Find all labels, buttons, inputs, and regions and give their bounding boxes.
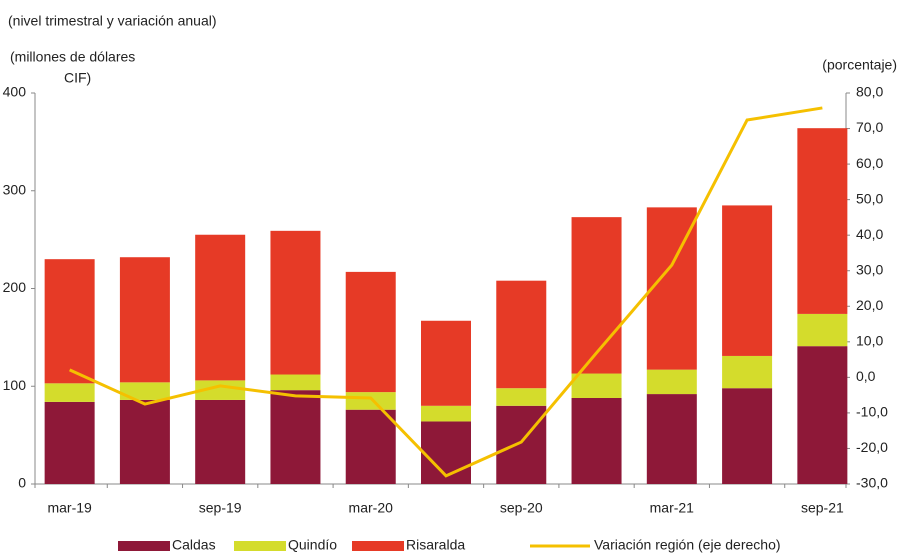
bar-segment	[797, 346, 848, 484]
bar-segment	[421, 421, 471, 484]
y2-tick-label: 0,0	[856, 368, 876, 384]
bar-segment	[119, 399, 170, 484]
bar-segment	[571, 217, 622, 374]
y2-tick-label: -10,0	[856, 404, 888, 420]
bar-segment	[797, 313, 848, 347]
bar-segment	[195, 380, 246, 400]
bar-segment	[345, 392, 396, 410]
bar-segment	[270, 230, 321, 375]
bar-segment	[195, 399, 246, 484]
bar-segment	[44, 383, 95, 402]
y-tick-label: 300	[3, 181, 27, 197]
legend-label: Variación región (eje derecho)	[594, 537, 781, 553]
bar-segment	[496, 280, 547, 389]
x-tick-label: mar-20	[349, 500, 394, 516]
y-axis-label: CIF)	[64, 70, 91, 86]
bar-segment	[496, 405, 547, 484]
y2-axis-label: (porcentaje)	[822, 57, 897, 73]
y2-tick-label: 10,0	[856, 333, 883, 349]
bar-segment	[421, 405, 471, 422]
bar-segment	[421, 320, 471, 406]
bar-segment	[119, 382, 170, 400]
bar-segment	[345, 409, 396, 484]
legend-label: Risaralda	[406, 537, 465, 553]
bar-segment	[571, 397, 622, 484]
legend-swatch	[352, 541, 404, 551]
bar-segment	[797, 128, 848, 314]
y2-tick-label: 40,0	[856, 226, 883, 242]
legend-label: Caldas	[172, 537, 216, 553]
y-tick-label: 200	[3, 279, 27, 295]
line-series	[69, 106, 823, 478]
y2-tick-label: -30,0	[856, 475, 888, 491]
x-tick-label: sep-19	[199, 500, 242, 516]
chart-subtitle: (nivel trimestral y variación anual)	[8, 13, 217, 29]
bar-segment	[646, 369, 697, 395]
x-tick-label: sep-21	[801, 500, 844, 516]
y-tick-label: 100	[3, 377, 27, 393]
legend-swatch	[118, 541, 170, 551]
bar-segment	[722, 355, 773, 389]
x-tick-label: sep-20	[500, 500, 543, 516]
bar-segment	[270, 390, 321, 484]
bar-segment	[270, 374, 321, 391]
x-tick-label: mar-19	[47, 500, 92, 516]
bar-segment	[722, 388, 773, 484]
y2-tick-label: 60,0	[856, 155, 883, 171]
bar-segment	[646, 394, 697, 484]
bar-segment	[722, 205, 773, 356]
bar-segment	[345, 271, 396, 393]
bar-segment	[571, 373, 622, 398]
y-tick-label: 0	[18, 475, 26, 491]
y2-tick-label: 50,0	[856, 190, 883, 206]
bar-segment	[44, 401, 95, 484]
y2-tick-label: -20,0	[856, 439, 888, 455]
y2-tick-label: 30,0	[856, 261, 883, 277]
bar-segment	[195, 234, 246, 381]
y2-tick-label: 70,0	[856, 119, 883, 135]
legend-label: Quindío	[288, 537, 337, 553]
y-tick-label: 400	[3, 84, 27, 100]
y2-tick-label: 80,0	[856, 84, 883, 100]
bar-segment	[119, 257, 170, 383]
bar-segment	[44, 259, 95, 384]
legend-swatch	[234, 541, 286, 551]
y-axis-label: (millones de dólares	[10, 49, 135, 65]
y2-tick-label: 20,0	[856, 297, 883, 313]
bar-segment	[496, 388, 547, 406]
x-tick-label: mar-21	[650, 500, 695, 516]
